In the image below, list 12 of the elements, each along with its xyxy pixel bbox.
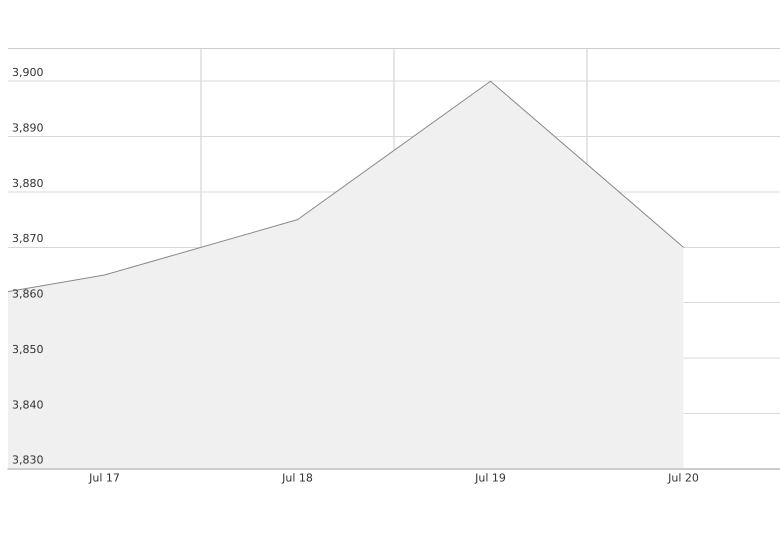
y-tick-label: 3,890 [12, 121, 44, 134]
y-tick-label: 3,900 [12, 66, 44, 80]
x-tick-label: Jul 17 [88, 471, 120, 484]
y-tick-label: 3,850 [12, 342, 44, 356]
x-tick-label: Jul 20 [667, 471, 699, 484]
x-tick-label: Jul 19 [474, 471, 506, 484]
y-tick-label: 3,870 [12, 232, 44, 246]
y-tick-label: 3,830 [12, 454, 44, 467]
y-tick-label: 3,880 [12, 176, 44, 190]
x-tick-label: Jul 18 [281, 471, 313, 484]
y-tick-label: 3,840 [12, 398, 44, 412]
y-tick-label: 3,860 [12, 288, 44, 301]
